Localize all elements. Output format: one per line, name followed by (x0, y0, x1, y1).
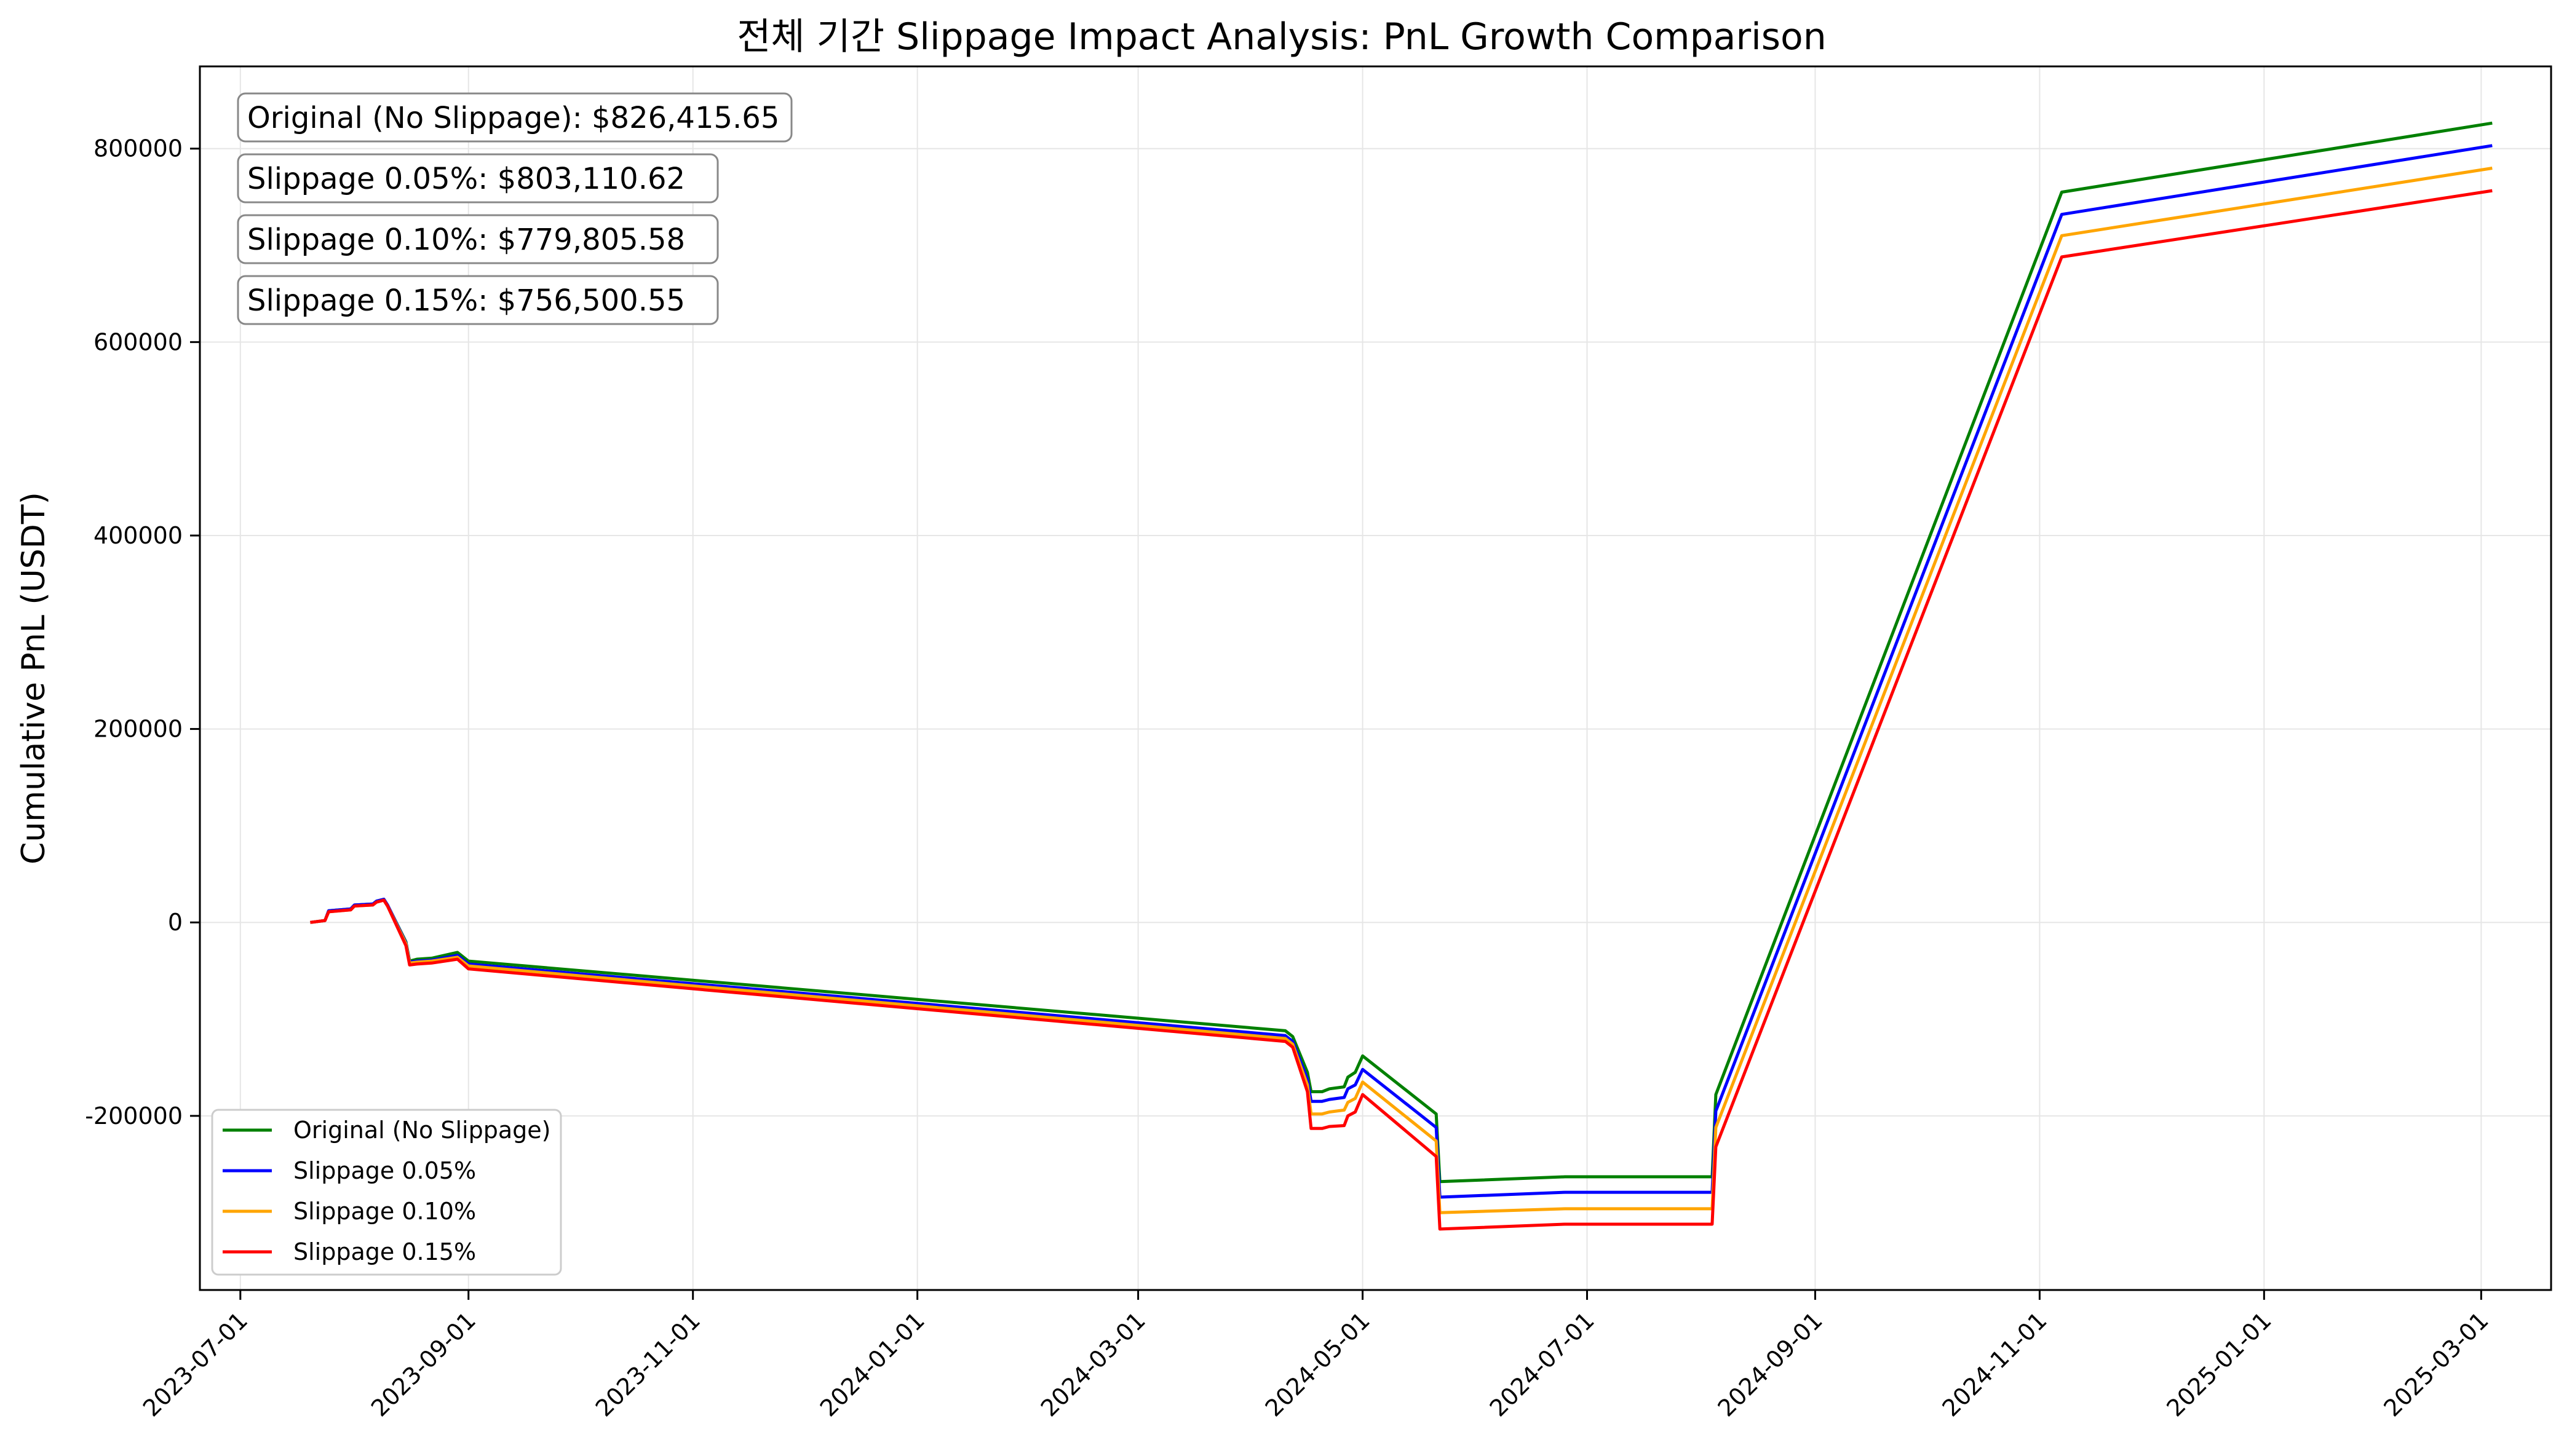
series-line-4 (310, 189, 2493, 1231)
y-tick-label: 600000 (93, 328, 183, 355)
series-layer (310, 121, 2493, 1231)
x-tick-label: 2023-09-01 (366, 1307, 481, 1422)
x-tick-label: 2025-03-01 (2378, 1307, 2493, 1422)
annotation-text: Slippage 0.10%: $779,805.58 (247, 223, 685, 257)
x-tick-label: 2025-01-01 (2161, 1307, 2276, 1422)
legend-label: Slippage 0.10% (293, 1198, 476, 1225)
y-tick-label: 200000 (93, 716, 183, 743)
legend-label: Slippage 0.05% (293, 1157, 476, 1184)
x-tick-label: 2024-01-01 (815, 1307, 930, 1422)
legend: Original (No Slippage) Slippage 0.05% Slip… (211, 1109, 562, 1276)
x-tick-label: 2024-07-01 (1485, 1307, 1600, 1422)
y-tick-label: -200000 (85, 1102, 183, 1130)
annotation-box (237, 153, 719, 204)
annotation-box (237, 275, 719, 325)
x-tick-label: 2024-03-01 (1036, 1307, 1151, 1422)
legend-label: Slippage 0.15% (293, 1238, 476, 1265)
x-tick-label: 2024-09-01 (1713, 1307, 1828, 1422)
annotation-box (237, 92, 793, 143)
chart-title: 전체 기간 Slippage Impact Analysis: PnL Grow… (737, 15, 1827, 58)
annotation-box (237, 214, 719, 264)
y-tick-label: 800000 (93, 135, 183, 162)
annotation-text: Original (No Slippage): $826,415.65 (247, 101, 779, 135)
y-axis-label: Cumulative PnL (USDT) (15, 492, 52, 865)
x-axis: 2023-07-01 2023-09-01 2023-11-01 2024-01-01… (138, 1290, 2494, 1422)
plot-frame (199, 65, 2552, 1291)
y-tick-label: 400000 (93, 522, 183, 549)
annotation-text: Slippage 0.05%: $803,110.62 (247, 162, 685, 196)
legend-label: Original (No Slippage) (293, 1117, 550, 1144)
x-tick-label: 2023-11-01 (590, 1307, 705, 1422)
y-tick-label: 0 (168, 909, 183, 936)
legend-box (211, 1109, 562, 1276)
grid-lines (200, 66, 2551, 1290)
annotations: Original (No Slippage): $826,415.65 Slipp… (237, 92, 793, 325)
x-tick-label: 2024-11-01 (1937, 1307, 2052, 1422)
annotation-text: Slippage 0.15%: $756,500.55 (247, 283, 685, 318)
x-tick-label: 2023-07-01 (138, 1307, 253, 1422)
x-tick-label: 2024-05-01 (1260, 1307, 1375, 1422)
y-axis: -200000 0 200000 400000 600000 800000 (85, 135, 200, 1130)
